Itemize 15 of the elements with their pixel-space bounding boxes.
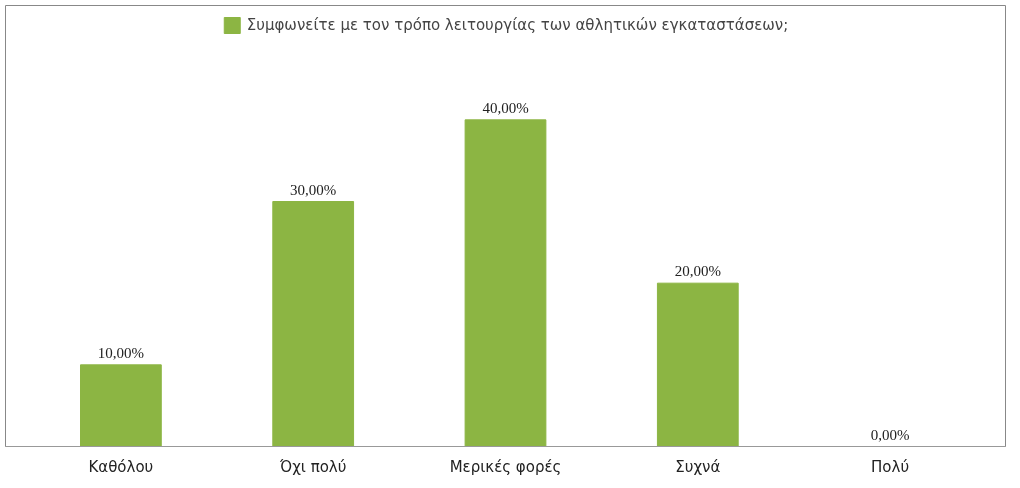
x-tick-label: Καθόλου [88, 457, 154, 476]
data-label: 20,00% [674, 263, 721, 280]
x-tick-label: Συχνά [675, 457, 721, 476]
bar [656, 282, 739, 447]
data-label: 40,00% [482, 99, 529, 116]
bar [464, 119, 547, 447]
x-tick-label: Όχι πολύ [278, 457, 347, 476]
bar [80, 364, 162, 447]
bar [272, 201, 355, 447]
legend-label: Συμφωνείτε με τον τρόπο λειτουργίας των αθλητικών εγκαταστάσεων; [246, 16, 789, 34]
data-label: 30,00% [290, 181, 337, 198]
x-tick-label: Μερικές φορές [449, 457, 562, 476]
data-label: 10,00% [97, 344, 145, 361]
x-tick-label: Πολύ [871, 457, 910, 476]
data-label: 0,00% [870, 426, 910, 443]
